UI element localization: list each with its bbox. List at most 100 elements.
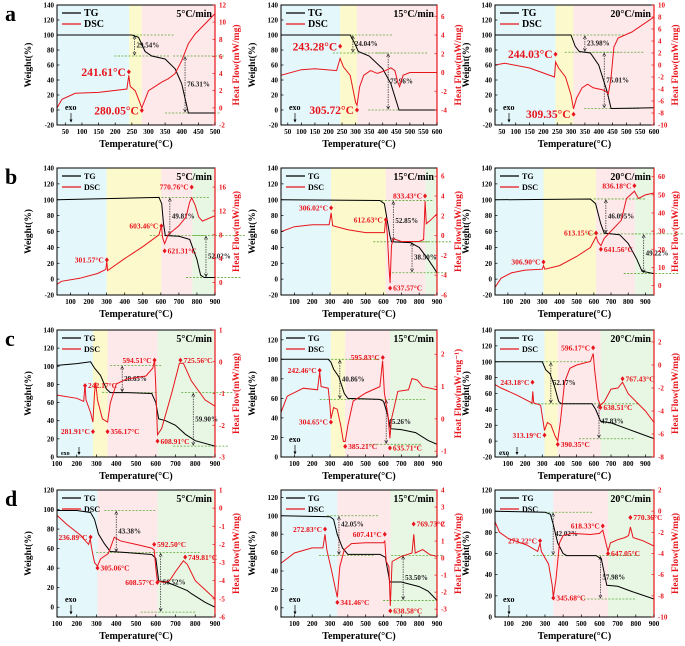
peak-temperature-label: 385.21°C <box>348 442 377 451</box>
panel-11: 42.02%57.98%100 200 300 400 500 600 700 800 9000… <box>461 487 681 643</box>
stage-band-blue <box>281 330 331 457</box>
peak-temperature-label: 356.17°C <box>111 427 140 436</box>
y2-tick-label: -8 <box>658 110 664 118</box>
y-tick-label: 0 <box>51 604 55 612</box>
x-axis-label: Temperature(°C) <box>99 139 172 150</box>
peak-marker-icon <box>152 541 157 547</box>
peak-marker-icon <box>354 107 359 113</box>
mass-loss-label: 38.50% <box>414 253 437 261</box>
y-tick-label: 100 <box>482 32 493 40</box>
tg-curve <box>281 515 437 601</box>
y2-tick-label: -6 <box>658 98 664 106</box>
y-tick-label: 60 <box>271 395 279 403</box>
x-tick-label: 150 <box>310 128 321 136</box>
arrowhead <box>158 552 163 557</box>
y-tick-label: 40 <box>271 414 279 422</box>
y2-tick-label: -2 <box>219 122 225 130</box>
y2-tick-label: 3 <box>441 504 445 512</box>
x-tick-label: 800 <box>190 460 201 468</box>
x-tick-label: 800 <box>623 298 634 306</box>
x-tick-label: 400 <box>343 460 354 468</box>
arrowhead <box>183 108 187 113</box>
y-axis-label: Weight(%) <box>461 531 472 576</box>
y-axis-label: Weight(%) <box>461 209 472 254</box>
x-tick-label: 600 <box>649 128 660 136</box>
y2-axis-label: Heat Flow(mW/mg) <box>231 513 242 594</box>
y2-tick-label: 8 <box>219 36 223 44</box>
y-axis-label: Weight(%) <box>247 371 258 416</box>
peak-marker-icon <box>183 554 188 560</box>
y2-tick-label: 6 <box>441 13 445 21</box>
peak-temperature-label: 236.89°C <box>59 533 88 542</box>
peak-marker-icon <box>338 43 343 49</box>
legend-tg-label: TG <box>522 494 534 503</box>
peak-marker-icon <box>83 383 88 389</box>
y-tick-label: 100 <box>268 196 279 204</box>
y2-tick-label: -5 <box>219 595 225 603</box>
tg-curve <box>495 34 654 110</box>
y-tick-label: 140 <box>44 165 55 173</box>
exo-arrowhead <box>507 119 511 123</box>
x-tick-label: 100 <box>503 298 514 306</box>
x-axis-label: Temperature(°C) <box>322 309 395 320</box>
x-tick-label: 900 <box>432 620 443 628</box>
y2-tick-label: 12 <box>219 2 227 10</box>
heating-rate-label: 20°C/min <box>610 9 651 20</box>
y2-axis-label: Heat Flow(mW/mg) <box>231 191 242 272</box>
tg-curve <box>281 358 437 445</box>
peak-temperature-label: 635.71°C <box>393 444 422 453</box>
y2-tick-label: 8 <box>658 14 662 22</box>
arrowhead <box>549 399 553 404</box>
legend-dsc-label: DSC <box>84 19 104 30</box>
arrowhead <box>604 199 608 204</box>
y2-tick-label: 2 <box>441 212 445 220</box>
panel-letter: b <box>5 164 17 189</box>
stage-band-pink <box>356 5 437 125</box>
legend-tg-label: TG <box>84 494 96 503</box>
y2-tick-label: 0 <box>219 358 223 366</box>
x-tick-label: 100 <box>289 460 300 468</box>
stage-band-pink <box>385 168 426 295</box>
stage-band-blue <box>57 5 130 125</box>
y2-tick-label: 2 <box>219 87 223 95</box>
x-tick-label: 600 <box>432 128 443 136</box>
x-tick-label: 700 <box>396 298 407 306</box>
mass-loss-label: 53.50% <box>405 574 428 582</box>
x-tick-label: 700 <box>396 620 407 628</box>
y-tick-label: 100 <box>268 356 279 364</box>
panel-0: 29.54%76.31%50 100 150 200 250 300 350 400 450 50… <box>5 1 242 150</box>
y2-tick-label: 60 <box>658 173 666 181</box>
x-tick-label: 800 <box>414 620 425 628</box>
arrowhead <box>410 268 414 273</box>
x-tick-label: 500 <box>360 298 371 306</box>
y-tick-label: 140 <box>268 2 279 10</box>
x-tick-label: 400 <box>176 128 187 136</box>
y-tick-label: 0 <box>275 454 279 462</box>
exo-arrowhead <box>515 452 519 455</box>
peak-marker-icon <box>600 523 605 529</box>
x-tick-label: 100 <box>52 460 63 468</box>
peak-marker-icon <box>530 379 535 385</box>
y2-tick-label: 50 <box>658 191 666 199</box>
y2-tick-label: -6 <box>219 614 225 622</box>
y2-tick-label: 0 <box>219 104 223 112</box>
x-tick-label: 100 <box>503 460 514 468</box>
exo-arrowhead <box>507 611 511 615</box>
peak-marker-icon <box>155 438 160 444</box>
arrowhead <box>204 273 208 278</box>
y-tick-label: 120 <box>482 342 493 350</box>
x-tick-label: 200 <box>110 128 121 136</box>
peak-temperature-label: 301.57°C <box>75 255 104 264</box>
peak-temperature-label: 592.50°C <box>157 540 186 549</box>
x-tick-label: 200 <box>307 460 318 468</box>
arrowhead <box>583 48 587 53</box>
mass-loss-label: 45.26% <box>388 418 411 426</box>
mass-loss-label: 42.05% <box>341 520 364 528</box>
y2-tick-label: 2 <box>658 338 662 346</box>
x-tick-label: 700 <box>170 460 181 468</box>
y-tick-label: 120 <box>268 180 279 188</box>
